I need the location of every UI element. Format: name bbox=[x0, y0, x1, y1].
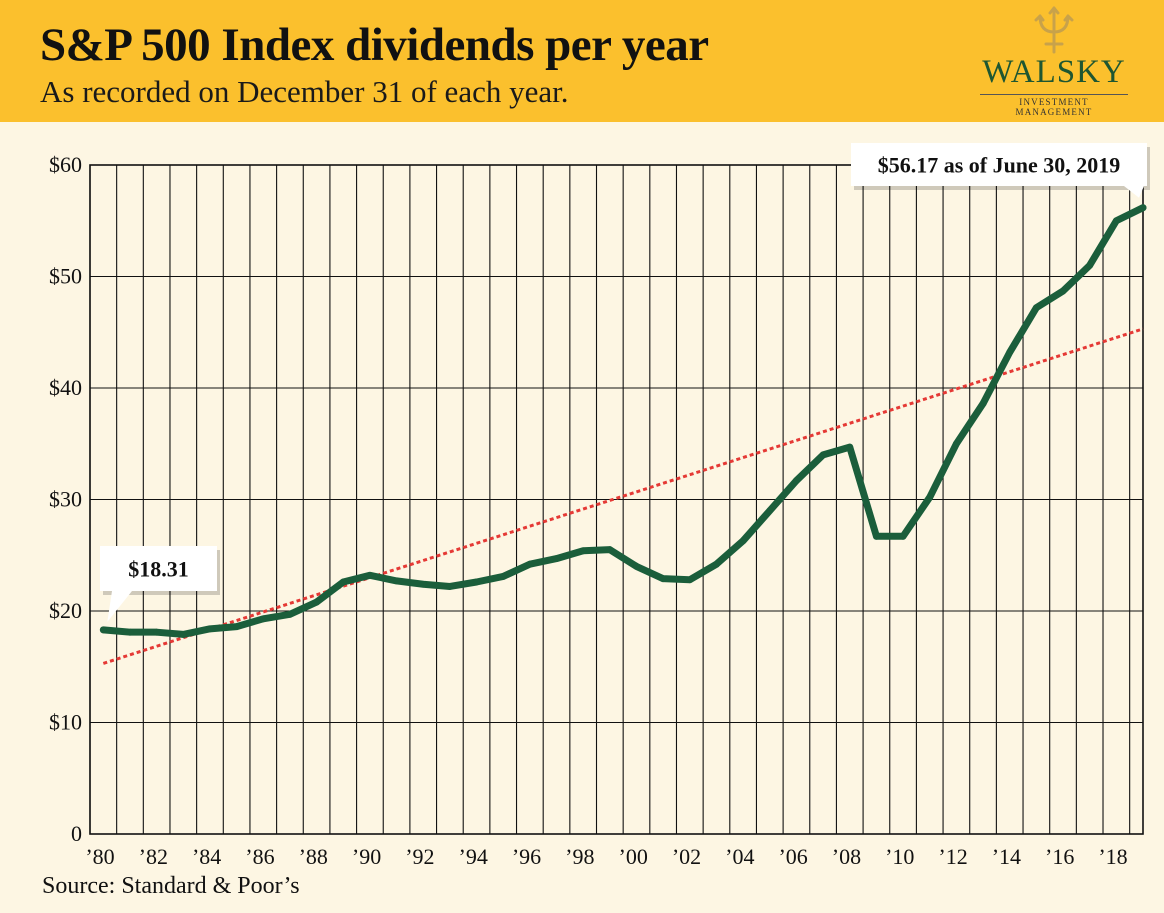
data-point bbox=[206, 625, 214, 633]
data-point bbox=[633, 563, 640, 570]
data-point bbox=[819, 451, 827, 459]
x-tick-label: ’02 bbox=[672, 844, 701, 869]
x-tick-label: ’00 bbox=[619, 844, 648, 869]
data-point bbox=[473, 578, 480, 586]
data-point bbox=[419, 580, 427, 588]
x-tick-label: ’16 bbox=[1045, 844, 1074, 869]
data-point bbox=[1112, 217, 1120, 225]
y-tick-label: $10 bbox=[49, 710, 82, 735]
callout-label: $56.17 as of June 30, 2019 bbox=[878, 153, 1121, 178]
data-point bbox=[526, 560, 534, 568]
x-tick-label: ’86 bbox=[245, 844, 274, 869]
data-point bbox=[553, 555, 560, 562]
x-tick-label: ’18 bbox=[1098, 844, 1127, 869]
header-banner: S&P 500 Index dividends per year As reco… bbox=[0, 0, 1164, 122]
data-point bbox=[846, 443, 854, 451]
data-point bbox=[766, 507, 774, 515]
x-tick-label: ’80 bbox=[85, 844, 114, 869]
data-point bbox=[1139, 204, 1147, 212]
data-point bbox=[366, 571, 374, 579]
data-point bbox=[739, 537, 747, 545]
data-point bbox=[899, 532, 907, 540]
data-point bbox=[1086, 261, 1094, 269]
walsky-logo: WALSKY INVESTMENT MANAGEMENT bbox=[980, 6, 1128, 117]
y-tick-label: $50 bbox=[49, 264, 82, 289]
x-tick-label: ’12 bbox=[938, 844, 967, 869]
x-tick-label: ’96 bbox=[512, 844, 541, 869]
dividends-series-line bbox=[99, 204, 1147, 638]
data-point bbox=[606, 546, 614, 554]
callout-label: $18.31 bbox=[128, 557, 189, 582]
chart-subtitle: As recorded on December 31 of each year. bbox=[40, 74, 569, 109]
callout-end-value: $56.17 as of June 30, 2019 bbox=[851, 143, 1150, 198]
x-tick-label: ’94 bbox=[459, 844, 488, 869]
plot-frame bbox=[89, 164, 1144, 835]
trend-line bbox=[102, 327, 1144, 665]
data-point bbox=[793, 477, 800, 484]
data-point bbox=[659, 575, 667, 583]
data-point bbox=[153, 628, 161, 636]
data-point bbox=[499, 573, 507, 580]
x-tick-label: ’10 bbox=[885, 844, 914, 869]
source-note: Source: Standard & Poor’s bbox=[42, 873, 300, 899]
data-point bbox=[446, 583, 454, 590]
trident-icon bbox=[1034, 6, 1074, 54]
data-point bbox=[1059, 287, 1067, 295]
x-tick-label: ’92 bbox=[405, 844, 434, 869]
annotation-layer: $18.31 $56.17 as of June 30, 2019 bbox=[100, 143, 1150, 622]
callout-box bbox=[100, 546, 217, 591]
logo-tagline: INVESTMENT MANAGEMENT bbox=[980, 94, 1128, 117]
data-point bbox=[873, 532, 880, 540]
callout-pointer bbox=[107, 591, 132, 622]
axis-layer: 0 $10 $20 $30 $40 $50 $60 ’80 ’82 ’84 ’86 ’88 ’90 ’92… bbox=[49, 152, 1144, 869]
x-tick-label: ’06 bbox=[778, 844, 807, 869]
callout-start-value: $18.31 bbox=[100, 546, 220, 622]
dividends-line-chart: 0 $10 $20 $30 $40 $50 $60 ’80 ’82 ’84 ’86 ’88 ’90 ’92… bbox=[49, 143, 1150, 869]
x-tick-label: ’14 bbox=[992, 844, 1021, 869]
data-point bbox=[179, 631, 187, 638]
x-tick-label: ’90 bbox=[352, 844, 381, 869]
y-tick-label: $60 bbox=[49, 152, 82, 177]
trend-layer bbox=[102, 327, 1144, 665]
data-point bbox=[99, 626, 107, 634]
data-point bbox=[1032, 304, 1040, 312]
data-point bbox=[233, 623, 241, 631]
callout-pointer bbox=[1124, 186, 1144, 198]
data-point bbox=[579, 547, 587, 555]
data-point bbox=[339, 578, 347, 586]
logo-name: WALSKY bbox=[982, 54, 1126, 90]
data-point bbox=[313, 598, 320, 606]
x-tick-label: ’08 bbox=[832, 844, 861, 869]
y-tick-label: $20 bbox=[49, 598, 82, 623]
series-layer bbox=[99, 204, 1147, 638]
data-point bbox=[126, 628, 134, 636]
data-point bbox=[1006, 348, 1014, 356]
data-point bbox=[713, 560, 720, 568]
callout-box bbox=[851, 143, 1147, 186]
x-tick-label: ’98 bbox=[565, 844, 594, 869]
x-tick-label: ’04 bbox=[725, 844, 754, 869]
x-tick-label: ’84 bbox=[192, 844, 221, 869]
data-point bbox=[686, 576, 694, 584]
y-tick-label: 0 bbox=[71, 821, 82, 846]
y-tick-label: $30 bbox=[49, 487, 82, 512]
x-tick-label: ’88 bbox=[299, 844, 328, 869]
data-point bbox=[259, 615, 267, 623]
y-tick-label: $40 bbox=[49, 375, 82, 400]
chart-title: S&P 500 Index dividends per year bbox=[40, 19, 709, 71]
data-point bbox=[393, 577, 400, 585]
data-point bbox=[979, 400, 987, 408]
grid-layer bbox=[89, 164, 1143, 835]
data-point bbox=[286, 610, 294, 618]
data-point bbox=[952, 440, 960, 448]
x-tick-label: ’82 bbox=[139, 844, 168, 869]
data-point bbox=[926, 493, 934, 501]
